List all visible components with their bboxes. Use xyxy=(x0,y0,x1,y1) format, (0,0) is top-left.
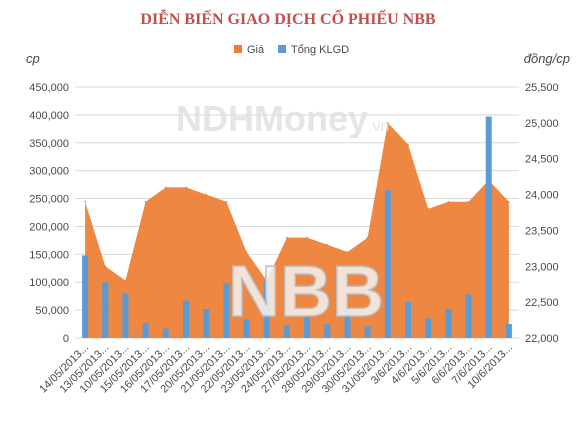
left-tick-label: 450,000 xyxy=(29,82,69,94)
volume-bar xyxy=(263,280,270,338)
right-tick-label: 22,500 xyxy=(525,297,559,309)
price-point xyxy=(124,279,127,282)
price-point xyxy=(165,186,167,189)
right-tick-label: 23,500 xyxy=(525,225,559,237)
right-tick-label: 23,000 xyxy=(525,261,559,273)
left-tick-label: 400,000 xyxy=(29,110,69,122)
right-tick-label: 25,000 xyxy=(525,118,559,130)
volume-bar xyxy=(445,308,452,338)
left-tick-label: 200,000 xyxy=(29,221,69,233)
volume-bar xyxy=(223,283,230,338)
volume-bar xyxy=(122,293,129,338)
legend-swatch-price xyxy=(234,45,242,53)
volume-bar xyxy=(304,316,311,338)
left-tick-label: 250,000 xyxy=(29,194,69,206)
price-point xyxy=(346,251,349,253)
left-tick-label: 50,000 xyxy=(35,305,69,317)
volume-bar xyxy=(142,322,149,338)
volume-bar xyxy=(344,308,351,338)
watermark-logo-suffix: .vn xyxy=(368,118,389,135)
watermark: NDHMoney.vn NBB xyxy=(176,98,389,333)
volume-bar xyxy=(82,255,89,338)
right-tick-label: 24,500 xyxy=(525,154,559,166)
price-point xyxy=(306,236,308,239)
legend-label-price: Giá xyxy=(247,44,265,56)
price-point xyxy=(245,251,248,253)
right-axis-unit: đồng/cp xyxy=(524,51,570,66)
right-tick-label: 25,500 xyxy=(525,82,559,94)
price-area-shape xyxy=(85,122,509,338)
price-point xyxy=(185,186,187,189)
chart-title: DIỄN BIẾN GIAO DỊCH CỔ PHIẾU NBB xyxy=(140,8,435,28)
price-point xyxy=(326,243,329,246)
volume-bars xyxy=(82,116,512,338)
price-area xyxy=(84,122,510,338)
price-point xyxy=(205,193,207,196)
price-point xyxy=(427,208,429,210)
volume-bar xyxy=(283,325,290,338)
volume-bar xyxy=(384,190,391,338)
volume-bar xyxy=(162,328,169,338)
right-tick-label: 22,000 xyxy=(525,333,559,345)
price-point xyxy=(508,200,510,203)
price-point xyxy=(366,236,369,239)
price-point xyxy=(104,265,107,268)
volume-bar xyxy=(364,326,371,338)
price-point xyxy=(447,200,450,203)
volume-bar xyxy=(505,324,512,338)
watermark-logo-text: NDHMoney xyxy=(176,98,368,139)
volume-bar xyxy=(102,282,109,338)
watermark-logo: NDHMoney.vn xyxy=(176,98,389,139)
price-point xyxy=(286,236,288,239)
price-point xyxy=(467,200,470,203)
volume-bar xyxy=(485,116,492,338)
volume-bar xyxy=(405,301,411,338)
legend-swatch-volume xyxy=(278,45,286,53)
price-point xyxy=(225,200,228,203)
volume-bar xyxy=(465,294,472,338)
right-tick-label: 24,000 xyxy=(525,190,559,202)
volume-bar xyxy=(425,318,432,338)
left-tick-label: 100,000 xyxy=(29,277,69,289)
price-point xyxy=(84,200,86,203)
left-tick-label: 300,000 xyxy=(29,166,69,178)
volume-bar xyxy=(243,319,250,338)
left-tick-label: 0 xyxy=(63,333,69,345)
volume-bar xyxy=(203,308,210,338)
legend-label-volume: Tổng KLGD xyxy=(291,44,349,56)
volume-bar xyxy=(324,324,331,338)
price-point xyxy=(387,122,389,124)
left-tick-label: 150,000 xyxy=(29,249,69,261)
left-axis-unit: cp xyxy=(26,51,40,66)
legend: Giá Tổng KLGD xyxy=(234,44,349,56)
volume-bar xyxy=(183,300,189,338)
watermark-center-text: NBB xyxy=(228,252,384,332)
price-point xyxy=(144,200,147,203)
left-tick-label: 350,000 xyxy=(29,138,69,150)
price-point xyxy=(407,143,409,146)
